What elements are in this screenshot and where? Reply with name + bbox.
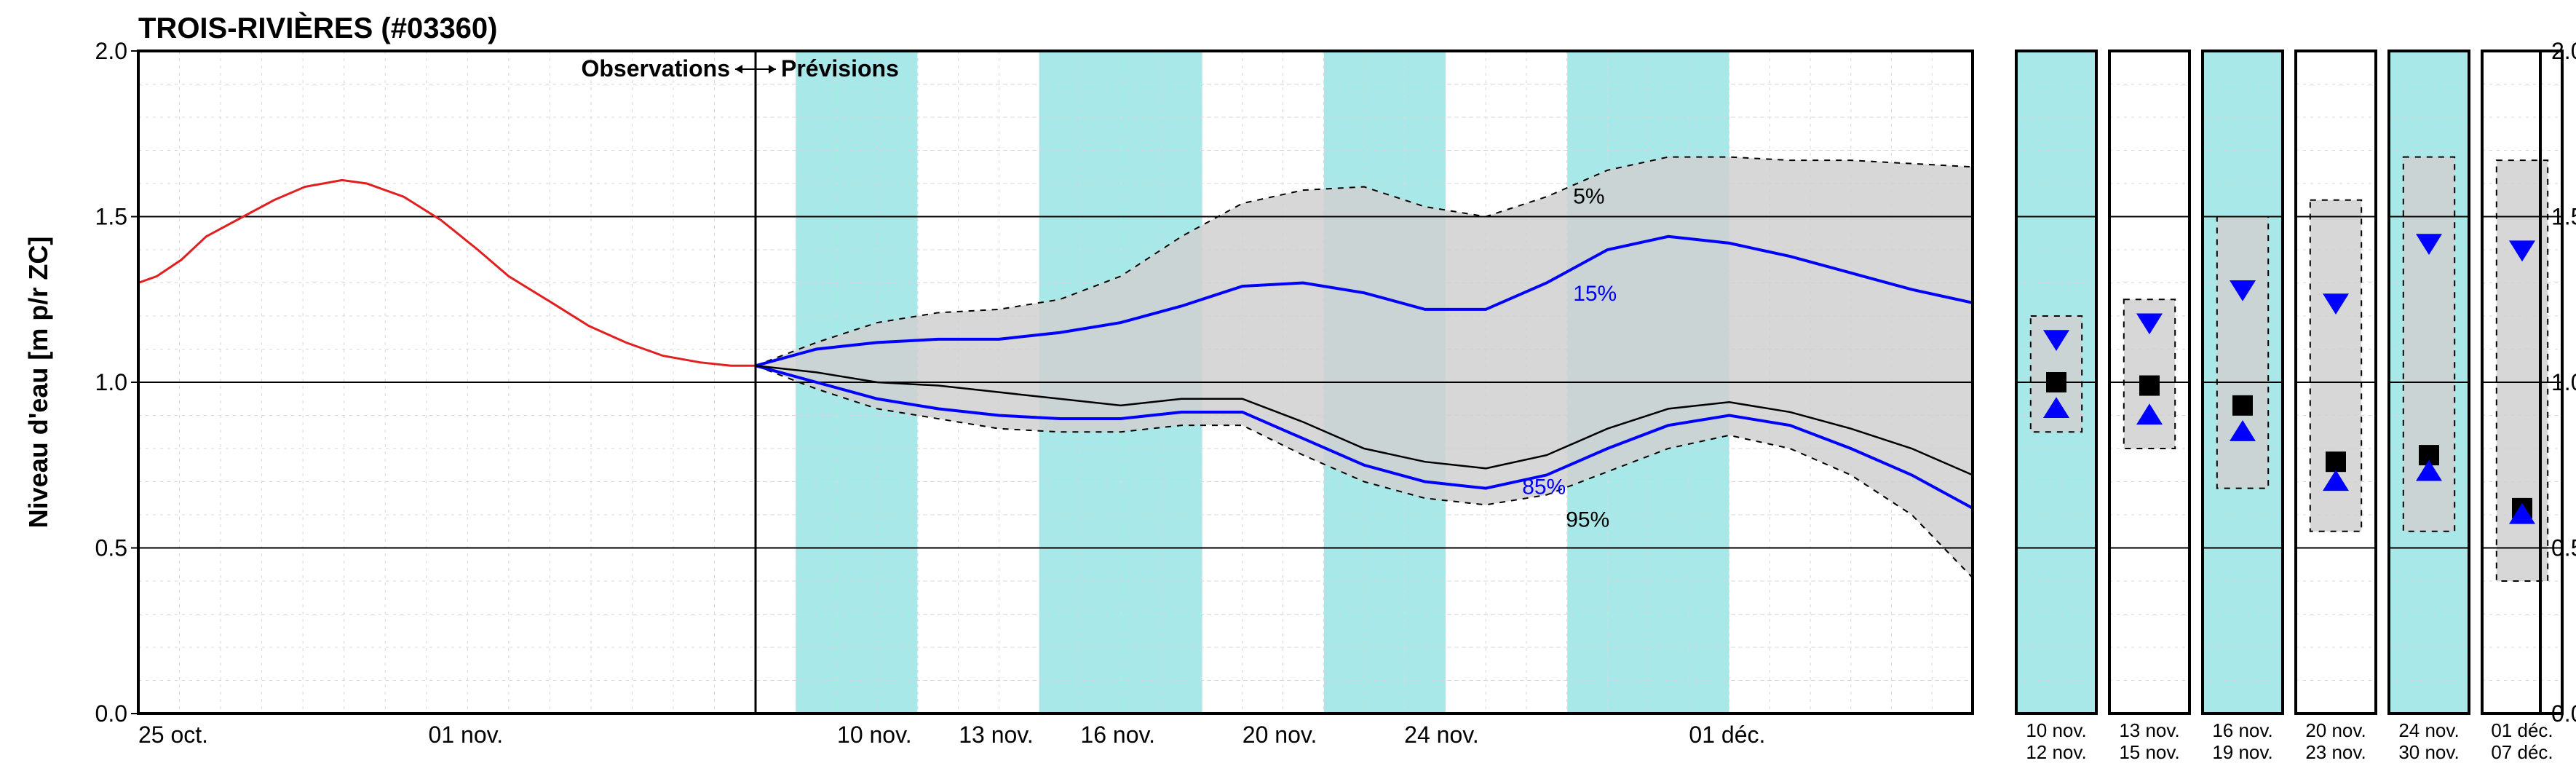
mini-top-label: 10 nov.	[2026, 719, 2086, 741]
x-tick-label: 01 nov.	[429, 722, 504, 748]
mini-bot-label: 07 déc.	[2491, 741, 2553, 763]
x-tick-label: 20 nov.	[1243, 722, 1317, 748]
y-tick-label-right: 1.5	[2551, 204, 2576, 230]
y-tick-label-right: 0.5	[2551, 535, 2576, 561]
y-tick-label-right: 1.0	[2551, 369, 2576, 395]
p15-label: 15%	[1573, 282, 1617, 306]
mini-top-label: 13 nov.	[2119, 719, 2179, 741]
mini-bot-label: 23 nov.	[2305, 741, 2366, 763]
observations-label: Observations	[581, 55, 730, 82]
forecast-chart: 0.0 0.5 1.0 1.5 2.0 25 oct. 01 nov. 10 nov. 13 n…	[7, 7, 2576, 775]
mini-top-label: 16 nov.	[2212, 719, 2272, 741]
x-tick-label: 13 nov.	[959, 722, 1034, 748]
x-tick-label: 10 nov.	[837, 722, 912, 748]
mini-bot-label: 12 nov.	[2026, 741, 2086, 763]
x-tick-label: 16 nov.	[1080, 722, 1155, 748]
y-tick-label: 1.0	[95, 369, 127, 395]
y-tick-label: 0.0	[95, 700, 127, 727]
mini-top-label: 20 nov.	[2305, 719, 2366, 741]
mini-top-label: 24 nov.	[2398, 719, 2459, 741]
p85-label: 85%	[1522, 475, 1566, 499]
x-tick-label: 24 nov.	[1404, 722, 1479, 748]
y-tick-label: 0.5	[95, 535, 127, 561]
chart-title: TROIS-RIVIÈRES (#03360)	[138, 12, 498, 44]
mini-bot-label: 15 nov.	[2119, 741, 2179, 763]
y-axis-label: Niveau d'eau [m p/r ZC]	[23, 237, 53, 529]
mini-bot-label: 19 nov.	[2212, 741, 2272, 763]
x-tick-label: 01 déc.	[1689, 722, 1765, 748]
p95-label: 95%	[1566, 507, 1609, 532]
previsions-label: Prévisions	[781, 55, 899, 82]
y-tick-label-right: 0.0	[2551, 700, 2576, 727]
p5-label: 5%	[1573, 185, 1604, 209]
chart-container: 0.0 0.5 1.0 1.5 2.0 25 oct. 01 nov. 10 nov. 13 n…	[7, 7, 2576, 775]
x-tick-label: 25 oct.	[138, 722, 208, 748]
y-tick-label: 2.0	[95, 38, 127, 64]
y-tick-label: 1.5	[95, 204, 127, 230]
mini-bot-label: 30 nov.	[2398, 741, 2459, 763]
mini-top-label: 01 déc.	[2491, 719, 2553, 741]
y-tick-label-right: 2.0	[2551, 38, 2576, 64]
